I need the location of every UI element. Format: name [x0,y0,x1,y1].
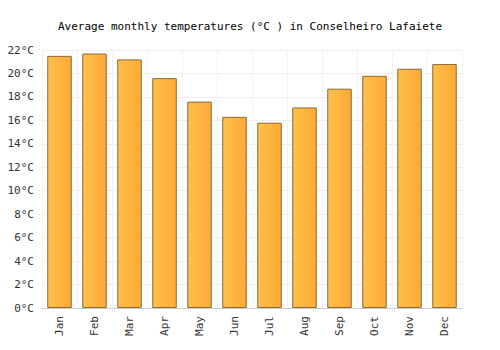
svg-text:Jun: Jun [228,316,241,336]
svg-text:Sep: Sep [333,316,346,336]
svg-text:Nov: Nov [403,316,416,336]
svg-text:Feb: Feb [88,316,101,336]
svg-text:16°C: 16°C [8,114,35,127]
svg-text:Apr: Apr [158,316,171,336]
svg-text:May: May [193,316,206,336]
svg-text:12°C: 12°C [8,161,35,174]
svg-text:Mar: Mar [123,316,136,336]
svg-text:20°C: 20°C [8,67,35,80]
svg-text:Oct: Oct [368,316,381,336]
svg-text:Aug: Aug [298,316,311,336]
svg-text:2°C: 2°C [14,278,34,291]
svg-text:8°C: 8°C [14,208,34,221]
svg-text:4°C: 4°C [14,255,34,268]
svg-text:Jul: Jul [263,316,276,336]
svg-text:22°C: 22°C [8,44,35,57]
svg-text:10°C: 10°C [8,184,35,197]
svg-text:14°C: 14°C [8,137,35,150]
svg-text:0°C: 0°C [14,302,34,315]
svg-text:Dec: Dec [438,316,451,336]
svg-text:Jan: Jan [53,316,66,336]
svg-text:18°C: 18°C [8,90,35,103]
svg-text:Average monthly temperatures (: Average monthly temperatures (°C ) in Co… [58,20,442,33]
svg-text:6°C: 6°C [14,231,34,244]
